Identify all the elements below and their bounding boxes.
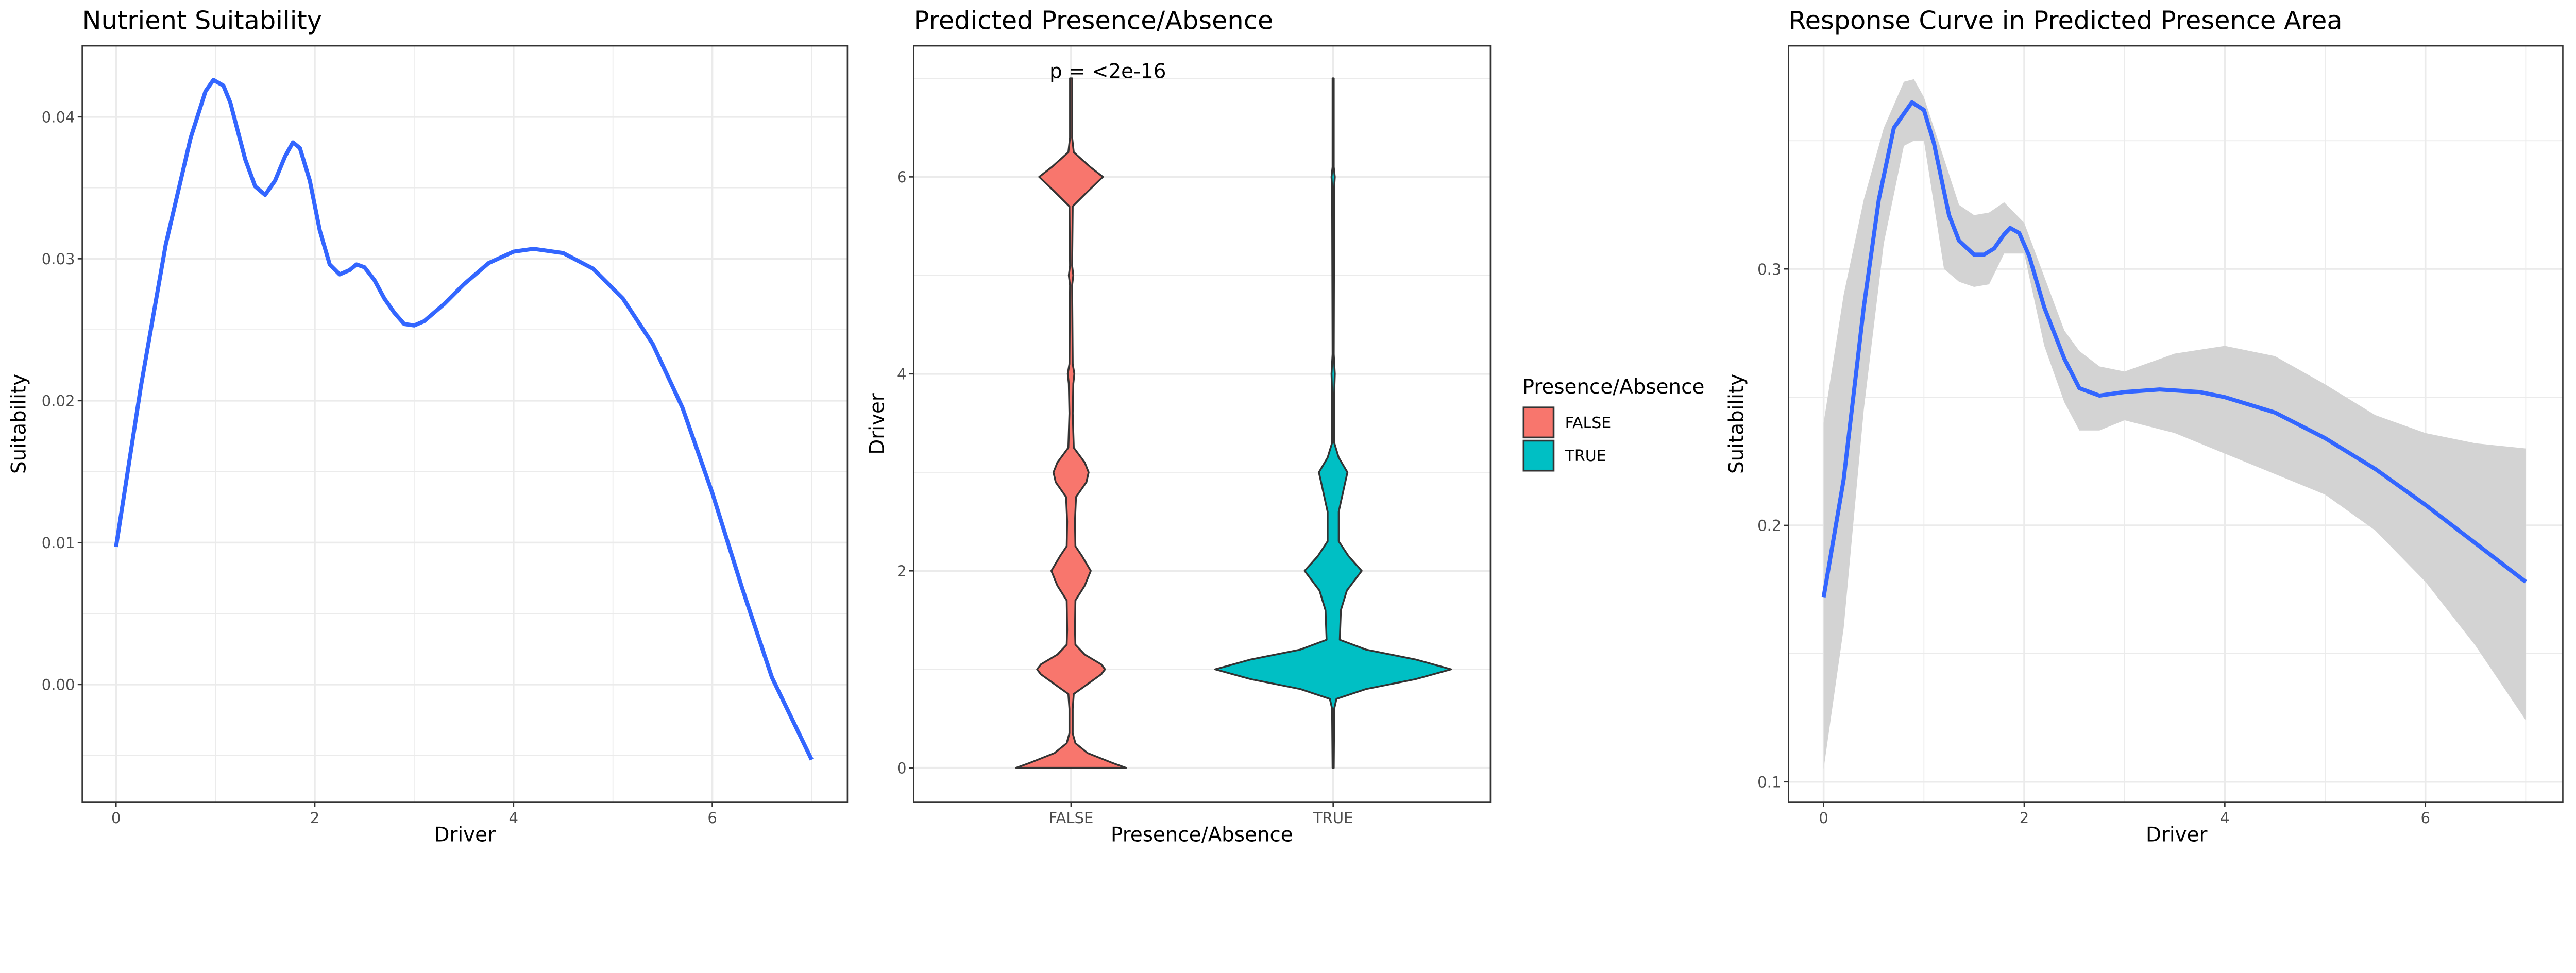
y-tick-label: 0.02 [42,392,75,409]
y-tick-label: 0.00 [42,676,75,693]
y-tick-label: 0.03 [42,250,75,268]
x-tick-label: 2 [310,809,320,827]
x-tick-label: TRUE [1313,809,1353,827]
confidence-band [1823,79,2526,769]
panel-response-curve: 0.1 0.2 0.3 0 2 4 6 Response Curve in Predicte… [1725,5,2564,846]
legend-label-false: FALSE [1565,414,1612,432]
y-tick-label: 0.3 [1757,261,1781,278]
y-tick-label: 0.04 [42,108,75,126]
legend: Presence/Absence FALSE TRUE [1522,375,1705,472]
x-axis-title: Presence/Absence [1111,823,1293,846]
y-tick-label: 6 [897,168,907,186]
legend-title: Presence/Absence [1522,375,1705,399]
legend-key-true [1522,439,1555,472]
p-value-annotation: p = <2e-16 [1049,60,1166,83]
panel-nutrient-suitability: 0.00 0.01 0.02 0.03 0.04 0 2 4 6 Nutrient Suitab… [7,5,849,846]
x-axis-title: Driver [434,823,496,846]
plot-area: 0 2 4 6 FALSE TRUE [897,45,1492,827]
x-tick-label: 0 [111,809,121,827]
panel-title: Response Curve in Predicted Presence Are… [1789,5,2343,35]
y-tick-label: 0.1 [1757,773,1781,791]
x-tick-label: FALSE [1048,809,1093,827]
violin-false [1015,77,1127,769]
y-axis-title: Suitability [1725,374,1748,474]
x-tick-label: 6 [2420,809,2430,827]
legend-key-false [1522,406,1555,439]
y-tick-label: 0 [897,759,907,777]
legend-label-true: TRUE [1565,447,1606,465]
panel-title: Nutrient Suitability [82,5,322,35]
panel-border [913,45,1492,803]
panel-predicted-presence-absence: 0 2 4 6 FALSE TRUE Predicted Presence/Absence… [866,5,1492,846]
figure: 0.00 0.01 0.02 0.03 0.04 0 2 4 6 Nutrient Suitab… [7,5,2564,846]
y-axis-title: Driver [866,393,889,454]
fit-line [114,78,814,761]
x-tick-label: 4 [509,809,519,827]
panel-border [81,45,849,803]
x-tick-label: 6 [707,809,717,827]
y-tick-label: 4 [897,365,907,383]
panel-title: Predicted Presence/Absence [914,5,1274,35]
plot-background [82,46,848,803]
panel-border [1788,45,2564,803]
fit-line [1821,100,2527,598]
plot-area: 0.1 0.2 0.3 0 2 4 6 [1757,45,2564,827]
plot-area: 0.00 0.01 0.02 0.03 0.04 0 2 4 6 [42,45,849,827]
y-tick-label: 2 [897,562,907,580]
x-axis-title: Driver [2146,823,2207,846]
violin-true [1214,77,1452,769]
x-tick-label: 4 [2220,809,2230,827]
x-tick-label: 2 [2020,809,2029,827]
x-tick-label: 0 [1819,809,1828,827]
y-tick-label: 0.01 [42,534,75,552]
y-axis-title: Suitability [7,374,30,474]
plot-background [913,46,1490,803]
y-tick-label: 0.2 [1757,517,1781,535]
